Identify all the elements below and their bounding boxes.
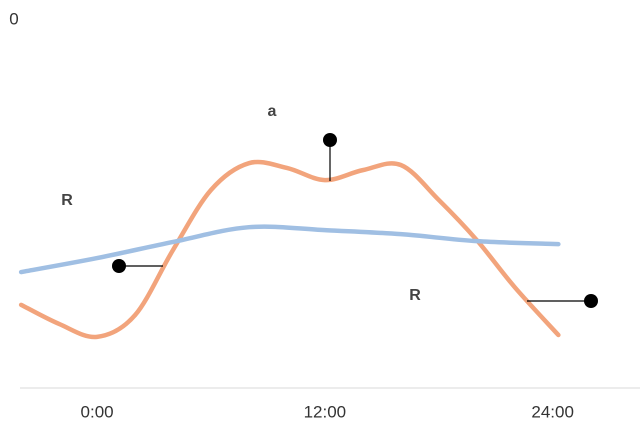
x-tick-label: 12:00 [304, 402, 347, 421]
callouts [112, 133, 598, 308]
annotation: a [268, 103, 277, 120]
callout-dot [323, 133, 337, 147]
annotation: R [409, 287, 421, 304]
plot [18, 159, 561, 340]
callout-dot [584, 294, 598, 308]
x-tick-label: 24:00 [531, 402, 574, 421]
callout-dot [112, 259, 126, 273]
series-line [18, 159, 561, 340]
annotation: R [61, 192, 73, 209]
y-tick-label: 0 [9, 9, 18, 28]
x-tick-label: 0:00 [81, 402, 114, 421]
series-line [18, 224, 561, 275]
